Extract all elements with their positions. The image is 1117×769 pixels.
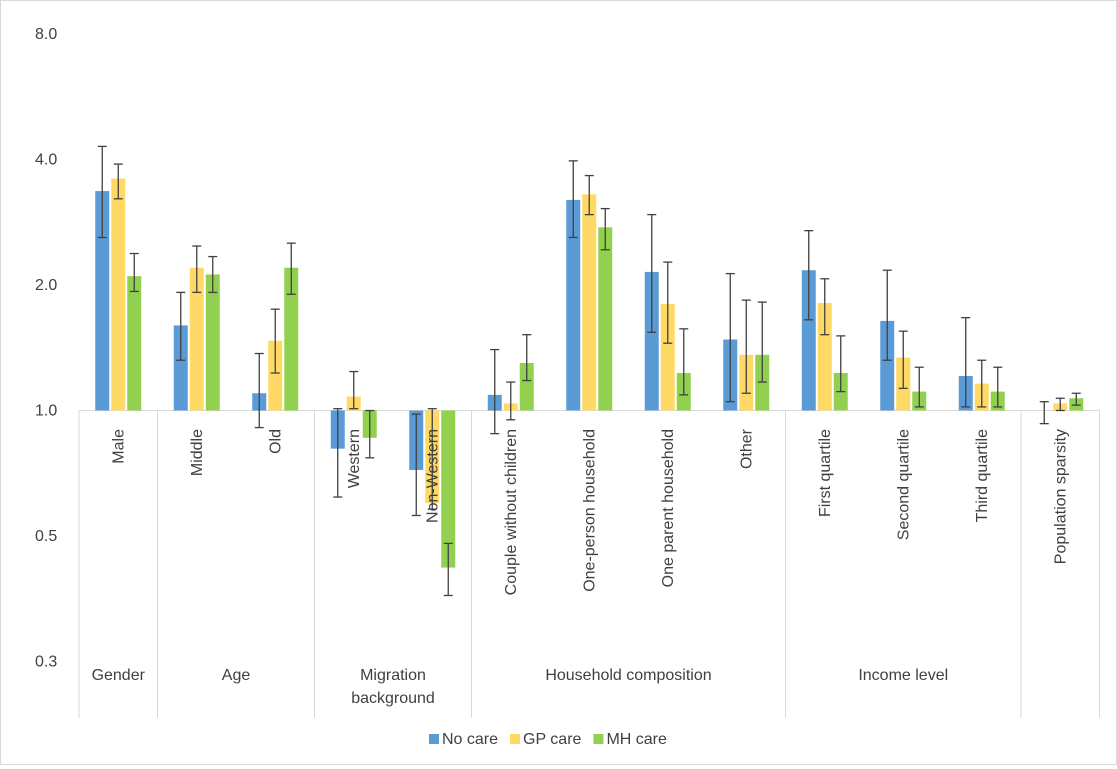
group-label-household-composition: Household composition — [545, 667, 711, 684]
bar-gp-care-one-person-household — [582, 194, 597, 411]
group-label-income-level: Income level — [858, 667, 948, 684]
bar-mh-care-couple-without-children — [519, 362, 534, 411]
legend-label-no-care: No care — [442, 731, 498, 748]
y-tick-label: 1.0 — [35, 403, 57, 420]
bar-gp-care-male — [111, 178, 126, 411]
y-tick-label: 8.0 — [35, 26, 57, 43]
category-label-male: Male — [110, 429, 127, 464]
bar-mh-care-old — [284, 267, 299, 411]
bar-mh-care-non-western — [441, 410, 456, 568]
legend-swatch-no-care — [429, 734, 439, 744]
category-label-other: Other — [738, 428, 755, 469]
bar-mh-care-middle — [205, 274, 220, 411]
category-label-couple-without-children: Couple without children — [503, 429, 520, 595]
category-label-one-parent-household: One parent household — [660, 429, 677, 587]
category-label-third-quartile: Third quartile — [974, 429, 991, 522]
bar-mh-care-one-person-household — [598, 227, 613, 411]
bar-no-care-first-quartile — [801, 270, 816, 411]
bar-gp-care-old — [268, 340, 283, 411]
bar-no-care-second-quartile — [880, 320, 895, 411]
bar-no-care-middle — [173, 325, 188, 411]
bar-mh-care-male — [127, 276, 142, 411]
group-label-migration-background: Migration background — [351, 667, 435, 707]
bar-no-care-one-person-household — [566, 199, 581, 411]
category-label-non-western: Non-Western — [424, 429, 441, 523]
bar-gp-care-first-quartile — [817, 303, 832, 411]
y-tick-label: 0.5 — [35, 528, 57, 545]
category-label-old: Old — [267, 429, 284, 454]
y-tick-label: 4.0 — [35, 152, 57, 169]
category-label-one-person-household: One-person household — [581, 429, 598, 592]
bar-gp-care-middle — [189, 267, 204, 411]
y-tick-label: 0.3 — [35, 654, 57, 671]
group-label-age: Age — [222, 667, 251, 684]
legend-swatch-gp-care — [510, 734, 521, 744]
bar-gp-care-one-parent-household — [660, 304, 675, 411]
legend-swatch-mh-care — [593, 734, 604, 744]
bar-no-care-one-parent-household — [644, 271, 659, 411]
bar-no-care-male — [95, 191, 110, 411]
category-label-first-quartile: First quartile — [817, 429, 834, 517]
group-label-gender: Gender — [92, 667, 146, 684]
category-label-second-quartile: Second quartile — [895, 429, 912, 540]
category-label-population-sparsity: Population sparsity — [1052, 429, 1069, 564]
legend-label-gp-care: GP care — [523, 731, 582, 748]
category-label-western: Western — [346, 429, 363, 488]
y-tick-label: 2.0 — [35, 277, 57, 294]
legend-label-mh-care: MH care — [606, 731, 667, 748]
category-label-middle: Middle — [189, 429, 206, 476]
